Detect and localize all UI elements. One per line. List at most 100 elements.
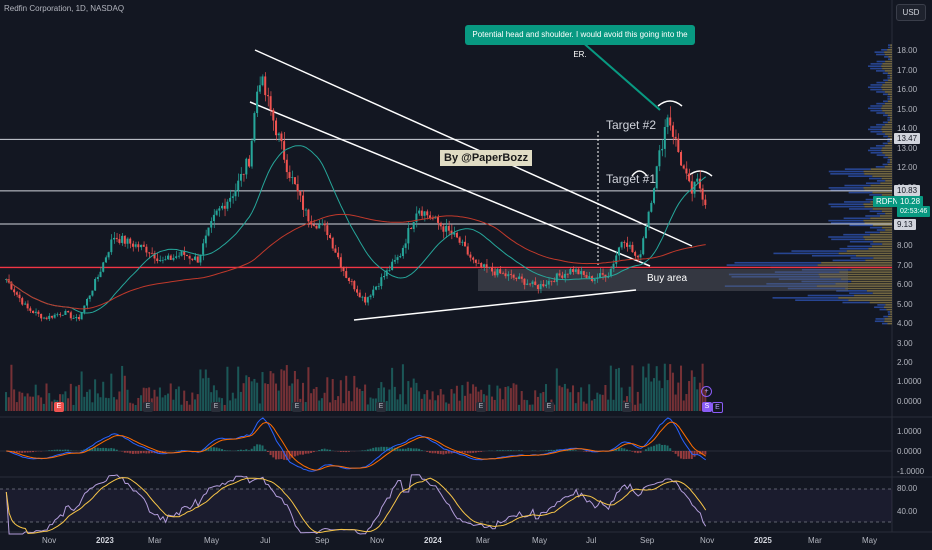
volume-profile-bar bbox=[882, 243, 892, 245]
target-1-label[interactable]: Target #1 bbox=[606, 172, 657, 186]
volume-profile-bar bbox=[868, 247, 892, 250]
volume-profile-bar bbox=[884, 70, 892, 72]
volume-profile-bar bbox=[870, 147, 883, 149]
volume-profile-bar bbox=[872, 224, 892, 227]
time-tick-label: Mar bbox=[148, 536, 162, 545]
candle-body bbox=[194, 256, 197, 260]
macd-histogram-bar bbox=[615, 448, 618, 451]
candle-body bbox=[291, 177, 294, 178]
volume-profile-bar bbox=[887, 142, 892, 145]
candle-body bbox=[477, 262, 480, 264]
candle-body bbox=[685, 168, 688, 174]
candle-body bbox=[183, 251, 186, 255]
candle-body bbox=[488, 267, 491, 269]
candle-body bbox=[64, 310, 67, 315]
candle-body bbox=[501, 273, 504, 275]
candle-body bbox=[280, 133, 283, 142]
volume-bar bbox=[177, 386, 180, 411]
target-2-label[interactable]: Target #2 bbox=[606, 118, 657, 132]
volume-profile-bar bbox=[881, 149, 892, 152]
candle-body bbox=[669, 117, 672, 126]
candle-body bbox=[202, 243, 205, 255]
earnings-icon[interactable]: E bbox=[54, 402, 64, 412]
volume-bar bbox=[280, 369, 283, 411]
macd-histogram-bar bbox=[364, 450, 367, 451]
earnings-icon[interactable]: E bbox=[376, 402, 386, 412]
macd-histogram-bar bbox=[644, 449, 647, 451]
volume-profile-bar bbox=[887, 119, 890, 121]
volume-bar bbox=[256, 382, 259, 411]
macd-histogram-bar bbox=[326, 449, 329, 451]
earnings-icon[interactable]: E bbox=[622, 402, 632, 412]
earnings-icon[interactable]: E bbox=[292, 402, 302, 412]
author-watermark[interactable]: By @PaperBozz bbox=[440, 150, 533, 166]
volume-bar bbox=[374, 398, 377, 411]
candle-body bbox=[248, 158, 251, 167]
volume-bar bbox=[458, 400, 461, 411]
time-tick-label: 2025 bbox=[754, 536, 772, 545]
trendline-upper bbox=[254, 49, 693, 247]
candle-body bbox=[331, 237, 334, 249]
candle-body bbox=[323, 223, 326, 226]
macd-histogram-bar bbox=[26, 451, 29, 453]
split-event-icon[interactable]: S bbox=[702, 402, 712, 412]
volume-profile-bar bbox=[850, 257, 874, 259]
volume-bar bbox=[137, 397, 140, 411]
macd-histogram-bar bbox=[372, 447, 375, 451]
volume-bar bbox=[40, 397, 43, 411]
volume-profile-bar bbox=[863, 236, 892, 238]
volume-bar bbox=[580, 387, 583, 411]
macd-histogram-bar bbox=[242, 450, 245, 451]
add-event-icon[interactable]: + bbox=[701, 386, 712, 397]
volume-profile-bar bbox=[872, 208, 892, 210]
buy-area-label[interactable]: Buy area bbox=[647, 273, 688, 284]
volume-profile-bar bbox=[876, 123, 885, 126]
candle-body bbox=[636, 255, 639, 258]
callout-note[interactable]: Potential head and shoulder. I would avo… bbox=[465, 25, 695, 59]
volume-profile-bar bbox=[874, 320, 885, 323]
macd-histogram-bar bbox=[685, 451, 688, 460]
volume-profile-bar bbox=[843, 233, 871, 236]
macd-histogram-bar bbox=[569, 449, 572, 451]
earnings-icon[interactable]: E bbox=[476, 402, 486, 412]
candle-body bbox=[634, 252, 637, 256]
macd-histogram-bar bbox=[396, 448, 399, 451]
earnings-icon[interactable]: E bbox=[544, 402, 554, 412]
volume-bar bbox=[472, 384, 475, 411]
volume-profile-bar bbox=[885, 154, 892, 156]
volume-profile-bar bbox=[882, 322, 888, 325]
volume-bar bbox=[585, 403, 588, 411]
volume-bar bbox=[261, 372, 264, 411]
symbol-title[interactable]: Redfin Corporation, 1D, NASDAQ bbox=[4, 4, 125, 13]
volume-bar bbox=[642, 366, 645, 411]
volume-profile-bar bbox=[887, 163, 892, 166]
candle-body bbox=[142, 244, 145, 247]
volume-profile-bar bbox=[864, 173, 892, 175]
macd-histogram-bar bbox=[366, 449, 369, 451]
volume-profile-bar bbox=[774, 271, 840, 273]
macd-histogram-bar bbox=[399, 448, 402, 451]
earnings-icon[interactable]: E bbox=[211, 402, 221, 412]
volume-profile-bar bbox=[830, 173, 865, 175]
macd-histogram-bar bbox=[115, 449, 118, 451]
upcoming-earnings-icon[interactable]: E bbox=[712, 402, 723, 413]
volume-bar bbox=[158, 387, 161, 411]
volume-profile-bar bbox=[884, 166, 892, 168]
candle-body bbox=[399, 255, 402, 258]
macd-histogram-bar bbox=[272, 451, 275, 458]
volume-bar bbox=[507, 386, 510, 411]
candle-body bbox=[356, 289, 359, 293]
candle-body bbox=[512, 274, 515, 278]
candle-body bbox=[439, 222, 442, 227]
candle-body bbox=[299, 191, 302, 196]
candle-body bbox=[472, 257, 475, 260]
macd-histogram-bar bbox=[663, 444, 666, 451]
volume-profile-bar bbox=[830, 222, 865, 224]
earnings-icon[interactable]: E bbox=[143, 402, 153, 412]
volume-bar bbox=[310, 393, 313, 411]
candle-body bbox=[239, 173, 242, 181]
volume-profile-bar bbox=[882, 151, 892, 154]
volume-bar bbox=[485, 395, 488, 411]
currency-button[interactable]: USD bbox=[896, 4, 926, 21]
